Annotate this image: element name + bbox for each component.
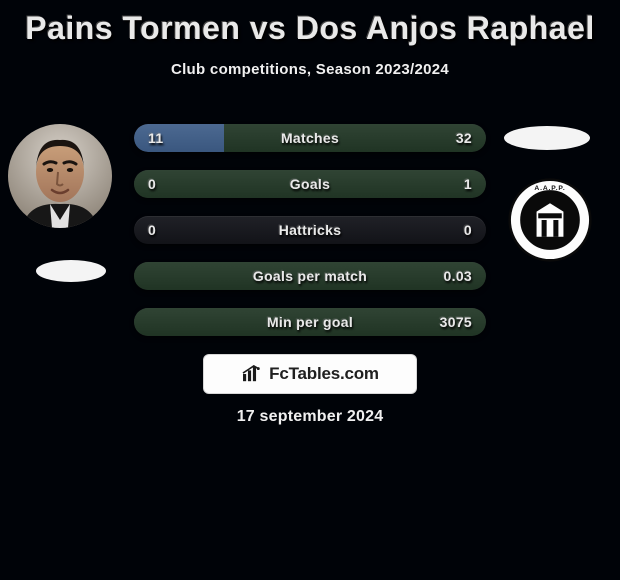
stat-label: Min per goal <box>134 308 486 336</box>
comparison-bar-chart: 1132Matches 01Goals 00Hattricks 0.03Goals p… <box>134 124 486 354</box>
club-crest-icon: A.A.P.P. <box>508 178 592 262</box>
footer-brand-text: FcTables.com <box>269 364 379 384</box>
page-title: Pains Tormen vs Dos Anjos Raphael <box>0 0 620 47</box>
stat-row: 01Goals <box>134 170 486 198</box>
stat-row: 3075Min per goal <box>134 308 486 336</box>
stat-label: Goals per match <box>134 262 486 290</box>
stat-row: 0.03Goals per match <box>134 262 486 290</box>
player-left-flag-badge <box>36 260 106 282</box>
stat-row: 1132Matches <box>134 124 486 152</box>
stat-row: 00Hattricks <box>134 216 486 244</box>
stat-label: Goals <box>134 170 486 198</box>
player-right-club-logo: A.A.P.P. <box>508 178 592 262</box>
svg-text:A.A.P.P.: A.A.P.P. <box>534 185 565 192</box>
player-left-avatar <box>8 124 112 228</box>
stat-label: Matches <box>134 124 486 152</box>
bar-chart-icon <box>241 365 263 383</box>
player-right-flag-badge <box>504 126 590 150</box>
person-icon <box>8 124 112 228</box>
date-text: 17 september 2024 <box>0 408 620 426</box>
subtitle: Club competitions, Season 2023/2024 <box>0 61 620 78</box>
stat-label: Hattricks <box>134 216 486 244</box>
footer-brand-badge: FcTables.com <box>203 354 417 394</box>
